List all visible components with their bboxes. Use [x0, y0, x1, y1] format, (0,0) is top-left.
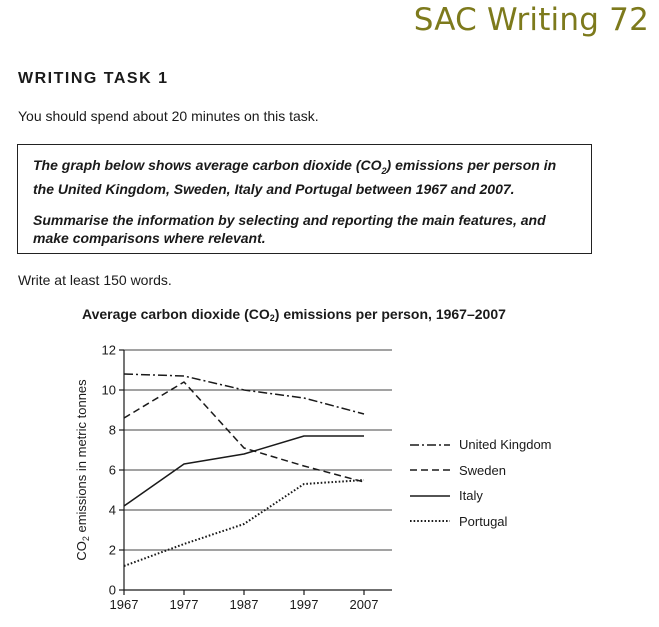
brand-title: SAC Writing 72: [413, 2, 649, 38]
legend-swatch: [410, 495, 450, 497]
legend-label: Portugal: [459, 513, 508, 529]
x-tick-label: 1967: [110, 597, 139, 612]
x-tick-label: 1997: [290, 597, 319, 612]
legend-swatch: [410, 469, 450, 471]
y-tick-label: 10: [102, 383, 116, 398]
legend-item: Sweden: [410, 458, 552, 484]
series-line-united-kingdom: [123, 373, 365, 415]
legend-label: Sweden: [459, 462, 506, 478]
prompt-paragraph-2: Summarise the information by selecting a…: [33, 211, 546, 246]
legend-item: United Kingdom: [410, 432, 552, 458]
legend-label: United Kingdom: [459, 437, 552, 453]
legend-swatch: [410, 444, 450, 446]
word-count-instruction: Write at least 150 words.: [18, 272, 172, 288]
x-tick-label: 2007: [350, 597, 379, 612]
series-line-sweden: [123, 381, 365, 483]
y-tick-label: 12: [102, 343, 116, 358]
y-axis-label: CO2 emissions in metric tonnes: [74, 379, 91, 561]
y-tick-label: 8: [109, 423, 116, 438]
task-instruction: You should spend about 20 minutes on thi…: [18, 108, 319, 124]
x-tick-label: 1987: [230, 597, 259, 612]
prompt-paragraph-1: The graph below shows average carbon dio…: [33, 157, 557, 197]
y-tick-label: 0: [109, 583, 116, 598]
y-tick-label: 4: [109, 503, 116, 518]
y-tick-label: 2: [109, 543, 116, 558]
legend-item: Italy: [410, 483, 552, 509]
x-tick-label: 1977: [170, 597, 199, 612]
task-title: WRITING TASK 1: [18, 70, 169, 87]
legend-label: Italy: [459, 488, 483, 504]
series-line-italy: [123, 435, 364, 507]
chart-title: Average carbon dioxide (CO2) emissions p…: [82, 306, 506, 323]
legend-swatch: [410, 520, 450, 523]
y-tick-label: 6: [109, 463, 116, 478]
legend-item: Portugal: [410, 509, 552, 535]
task-prompt-box: The graph below shows average carbon dio…: [17, 144, 592, 254]
chart-legend: United Kingdom Sweden Italy Portugal: [410, 432, 552, 534]
series-line-portugal: [123, 479, 365, 567]
